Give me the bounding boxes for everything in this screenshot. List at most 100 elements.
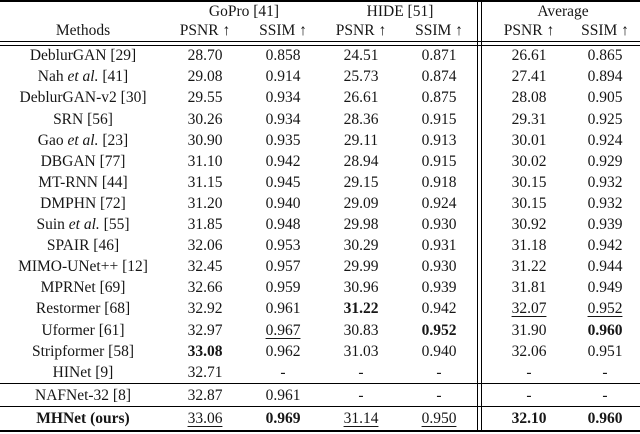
value-cell: 0.935 (265, 131, 301, 149)
table-row: HINet [9] 32.71 - - - - - (0, 362, 640, 383)
value-cell: 31.22 (511, 258, 547, 276)
method-cell: MIMO-UNet++ [12] (18, 258, 148, 276)
value-cell: 0.932 (587, 194, 623, 212)
value-cell: 30.83 (343, 321, 379, 339)
value-cell: 0.915 (421, 110, 457, 128)
value-cell: 33.06 (187, 410, 223, 428)
value-cell: 0.960 (587, 321, 623, 339)
value-cell: 29.11 (343, 131, 379, 149)
value-cell: 0.942 (421, 300, 457, 318)
value-cell: 30.02 (511, 152, 547, 170)
value-cell: 31.15 (187, 173, 223, 191)
value-cell: 28.70 (187, 47, 223, 65)
value-cell: 0.960 (587, 410, 623, 428)
value-cell: 26.61 (343, 89, 379, 107)
method-cell: DeblurGAN-v2 [30] (19, 89, 147, 107)
value-cell: 0.930 (421, 216, 457, 234)
method-cell: MPRNet [69] (40, 279, 126, 297)
value-cell: 0.858 (265, 47, 301, 65)
value-cell: 31.22 (343, 300, 379, 318)
method-cell: DeblurGAN [29] (29, 47, 137, 65)
value-cell: 0.962 (265, 342, 301, 360)
value-cell: - (526, 386, 532, 404)
group-header-average: Average (537, 2, 589, 20)
value-cell: 0.925 (587, 110, 623, 128)
value-cell: 0.915 (421, 152, 457, 170)
table-row: DBGAN [77] 31.10 0.942 28.94 0.915 30.02 0.929 (0, 151, 640, 172)
value-cell: 0.940 (421, 342, 457, 360)
method-cell: DMPHN [72] (40, 194, 126, 212)
col-header-hide-psnr: PSNR ↑ (335, 22, 387, 40)
method-cell: Restormer [68] (35, 300, 131, 318)
col-header-average-ssim: SSIM ↑ (581, 22, 629, 40)
value-cell: 0.924 (587, 131, 623, 149)
value-cell: 0.932 (587, 173, 623, 191)
method-cell: DBGAN [77] (40, 152, 126, 170)
method-cell: MT-RNN [44] (38, 173, 128, 191)
col-header-gopro-psnr: PSNR ↑ (179, 22, 231, 40)
value-cell: 0.942 (587, 237, 623, 255)
table-top-rule (0, 0, 640, 2)
value-cell: 31.03 (343, 342, 379, 360)
value-cell: 32.06 (511, 342, 547, 360)
value-cell: 0.918 (421, 173, 457, 191)
table-group-header-row: GoPro [41] HIDE [51] Average (0, 2, 640, 21)
method-cell: Nah et al. [41] (37, 68, 129, 86)
table-row: DeblurGAN [29] 28.70 0.858 24.51 0.871 26.61 0… (0, 46, 640, 67)
table-row: DeblurGAN-v2 [30] 29.55 0.934 26.61 0.875 28.… (0, 88, 640, 109)
average-group-double-vertical-rule (477, 2, 482, 430)
method-cell: NAFNet-32 [8] (35, 386, 131, 404)
value-cell: 0.952 (587, 300, 623, 318)
table-row: MT-RNN [44] 31.15 0.945 29.15 0.918 30.15 0.93… (0, 172, 640, 193)
table-row: MIMO-UNet++ [12] 32.45 0.957 29.99 0.930 31.2… (0, 256, 640, 277)
value-cell: 0.967 (265, 321, 301, 339)
value-cell: 0.913 (421, 131, 457, 149)
table-row: Stripformer [58] 33.08 0.962 31.03 0.940 32.0… (0, 341, 640, 362)
value-cell: 0.894 (587, 68, 623, 86)
value-cell: 0.942 (265, 152, 301, 170)
table-body: DeblurGAN [29] 28.70 0.858 24.51 0.871 26.61 0… (0, 46, 640, 430)
value-cell: 24.51 (343, 47, 379, 65)
value-cell: 0.952 (421, 321, 457, 339)
value-cell: 0.953 (265, 237, 301, 255)
value-cell: - (280, 363, 286, 381)
value-cell: 31.90 (511, 321, 547, 339)
value-cell: 31.14 (343, 410, 379, 428)
method-cell: Suin et al. [55] (36, 216, 130, 234)
value-cell: 29.31 (511, 110, 547, 128)
value-cell: - (526, 363, 532, 381)
value-cell: - (436, 363, 442, 381)
value-cell: 32.87 (187, 386, 223, 404)
value-cell: 0.940 (265, 194, 301, 212)
value-cell: 0.905 (587, 89, 623, 107)
value-cell: 0.961 (265, 300, 301, 318)
value-cell: 0.914 (265, 68, 301, 86)
value-cell: 32.45 (187, 258, 223, 276)
value-cell: 28.08 (511, 89, 547, 107)
value-cell: 0.969 (265, 410, 301, 428)
value-cell: 0.961 (265, 386, 301, 404)
table-row: NAFNet-32 [8] 32.87 0.961 - - - - (0, 385, 640, 407)
table-row: MHNet (ours) 33.06 0.969 31.14 0.950 32.10 0.9… (0, 408, 640, 430)
value-cell: 30.01 (511, 131, 547, 149)
method-cell: SRN [56] (53, 110, 113, 128)
value-cell: 30.15 (511, 194, 547, 212)
value-cell: 0.875 (421, 89, 457, 107)
method-cell: HINet [9] (52, 363, 114, 381)
value-cell: 29.15 (343, 173, 379, 191)
value-cell: 0.939 (587, 216, 623, 234)
value-cell: 0.871 (421, 47, 457, 65)
value-cell: 31.18 (511, 237, 547, 255)
method-cell: Uformer [61] (41, 321, 125, 339)
value-cell: 26.61 (511, 47, 547, 65)
value-cell: 0.959 (265, 279, 301, 297)
group-header-gopro: GoPro [41] (208, 2, 280, 20)
value-cell: 31.10 (187, 152, 223, 170)
value-cell: - (436, 386, 442, 404)
method-cell: SPAIR [46] (46, 237, 120, 255)
value-cell: 29.99 (343, 258, 379, 276)
col-header-methods: Methods (55, 22, 111, 40)
table-row: MPRNet [69] 32.66 0.959 30.96 0.939 31.81 0.94… (0, 278, 640, 299)
value-cell: 32.97 (187, 321, 223, 339)
value-cell: 28.36 (343, 110, 379, 128)
